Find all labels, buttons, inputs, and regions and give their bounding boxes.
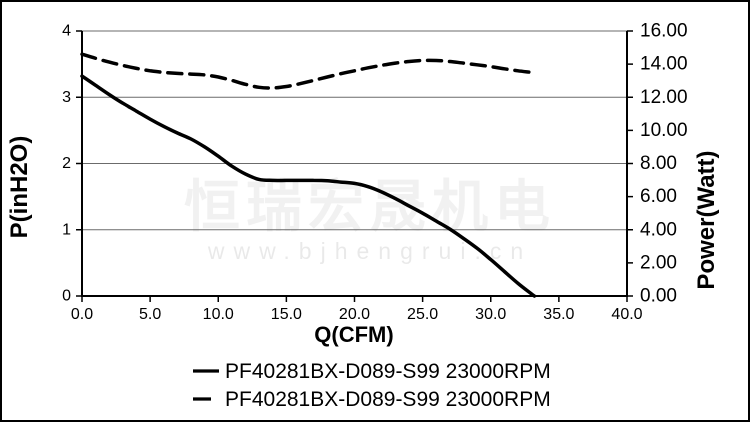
right-tick-label: 16.00 bbox=[640, 21, 688, 42]
x-tick-label: 5.0 bbox=[139, 306, 161, 323]
left-tick-label: 4 bbox=[62, 23, 71, 40]
x-tick-label: 35.0 bbox=[543, 306, 574, 323]
axis-tick-labels: 0 1 2 3 4 0.00 2.00 4.00 6.00 8.00 10.00 12.00 14.00… bbox=[62, 21, 687, 324]
pressure-curve bbox=[80, 74, 537, 298]
right-tick-label: 6.00 bbox=[640, 186, 677, 207]
power-curve bbox=[80, 52, 534, 90]
legend: PF40281BX-D089-S99 23000RPM PF40281BX-D08… bbox=[193, 360, 551, 411]
left-tick-label: 3 bbox=[62, 89, 71, 106]
x-tick-label: 20.0 bbox=[339, 306, 370, 323]
legend-item-label: PF40281BX-D089-S99 23000RPM bbox=[225, 388, 551, 411]
x-tick-label: 0.0 bbox=[71, 306, 93, 323]
left-axis-title: P(inH2O) bbox=[6, 136, 33, 239]
right-tick-label: 10.00 bbox=[640, 120, 688, 141]
x-tick-label: 15.0 bbox=[271, 306, 302, 323]
x-axis-title: Q(CFM) bbox=[314, 322, 393, 347]
x-tick-label: 30.0 bbox=[475, 306, 506, 323]
left-tick-label: 2 bbox=[62, 155, 71, 172]
legend-item-label: PF40281BX-D089-S99 23000RPM bbox=[225, 360, 551, 383]
x-tick-label: 40.0 bbox=[611, 306, 642, 323]
watermark-url-text: www.bjhengrui.cn bbox=[207, 238, 532, 264]
curves bbox=[80, 52, 537, 298]
x-tick-label: 25.0 bbox=[407, 306, 438, 323]
left-tick-label: 1 bbox=[62, 221, 71, 238]
right-tick-label: 14.00 bbox=[640, 54, 688, 75]
axis-ticks bbox=[76, 30, 633, 302]
right-tick-label: 12.00 bbox=[640, 87, 688, 108]
x-tick-label: 10.0 bbox=[203, 306, 234, 323]
gridlines bbox=[82, 96, 627, 231]
right-tick-label: 8.00 bbox=[640, 153, 677, 174]
right-tick-label: 0.00 bbox=[640, 286, 677, 307]
right-tick-label: 2.00 bbox=[640, 252, 677, 273]
right-axis-title: Power(Watt) bbox=[693, 150, 720, 289]
left-tick-label: 0 bbox=[62, 288, 71, 305]
watermark-company-text: 恒瑞宏晟机电 bbox=[184, 175, 556, 238]
right-tick-label: 4.00 bbox=[640, 219, 677, 240]
